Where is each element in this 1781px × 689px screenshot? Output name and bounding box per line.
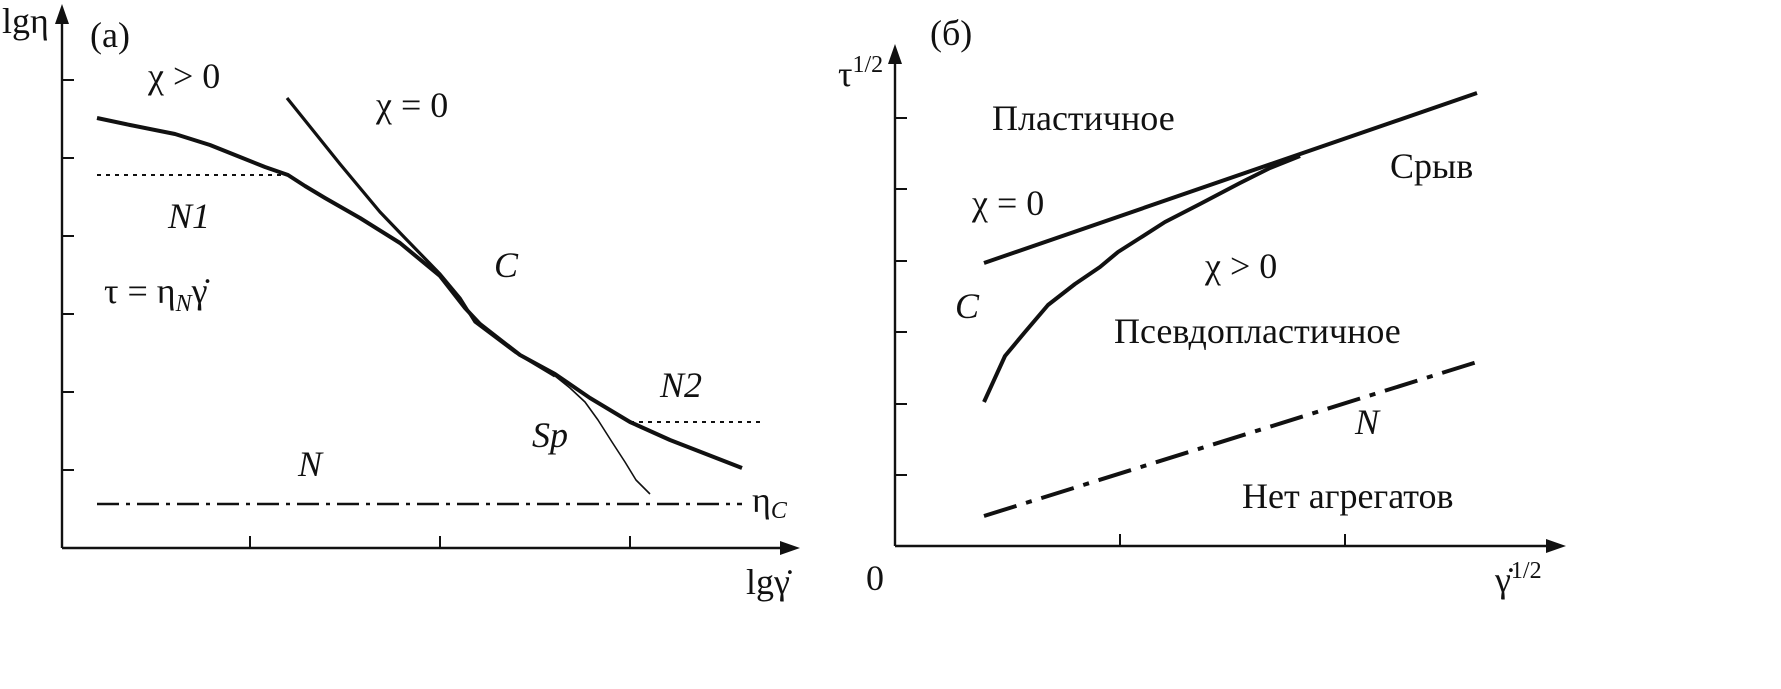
panel-b-n-label: N <box>1354 402 1381 442</box>
panel-b-x-axis-main: γ̇ <box>1494 560 1513 600</box>
panel-a-tangent-line <box>285 96 556 378</box>
panel-a-eta-c-label: ηC <box>752 480 788 524</box>
panel-b-chi-positive: χ > 0 <box>1204 246 1277 286</box>
panel-a-eta-c-main: η <box>752 480 771 520</box>
panel-b-x-ticks <box>1119 534 1346 546</box>
panel-a-n1-label: N1 <box>167 196 210 236</box>
panel-a-n2-label: N2 <box>659 365 702 405</box>
panel-b-plastic-label: Пластичное <box>992 98 1175 138</box>
panel-b-y-axis-label: τ1/2 <box>838 52 883 94</box>
panel-b-break-label: Срыв <box>1390 146 1473 186</box>
panel-b-x-axis-sup: 1/2 <box>1511 558 1542 584</box>
panel-b-origin-label: 0 <box>866 558 884 598</box>
panel-a-sp-label: Sp <box>532 415 568 455</box>
panel-a-x-ticks <box>249 536 631 548</box>
panel-a-c-label: C <box>494 245 519 285</box>
panel-b-tag: (б) <box>930 13 972 53</box>
panel-a-equation-sub: N <box>175 291 194 317</box>
panel-a-chi-positive: χ > 0 <box>147 56 220 96</box>
panel-b: (б) τ1/2 γ̇1/2 0 Пластичное Срыв χ = 0 χ… <box>838 13 1566 600</box>
panel-a-eta-c-sub: C <box>771 498 788 524</box>
panel-b-x-axis-label: γ̇1/2 <box>1494 558 1542 600</box>
panel-a-equation-lhs: τ = η <box>104 271 176 311</box>
panel-b-pseudoplastic-curve <box>982 154 1301 403</box>
panel-a: (а) lgη lgγ̇ χ > 0 χ = 0 N1 τ = ηNγ̇ C N… <box>2 1 800 602</box>
panel-a-equation-rhs: γ̇ <box>191 271 210 311</box>
panel-a-sp-curve <box>554 375 651 495</box>
panel-b-chi-zero: χ = 0 <box>971 183 1044 223</box>
panel-a-x-arrow <box>780 541 800 555</box>
panel-b-c-label: C <box>955 286 980 326</box>
panel-b-x-arrow <box>1546 539 1566 553</box>
panel-b-pseudoplastic-label: Псевдопластичное <box>1114 311 1401 351</box>
panel-a-n-label: N <box>297 444 324 484</box>
panel-a-y-arrow <box>55 4 69 24</box>
panel-b-newtonian-line <box>983 360 1478 518</box>
panel-a-flow-curve <box>96 116 743 470</box>
panel-a-y-ticks <box>62 79 74 471</box>
panel-a-x-axis-label: lgγ̇ <box>746 562 792 602</box>
panel-b-no-aggregates-label: Нет агрегатов <box>1242 476 1454 516</box>
panel-b-y-arrow <box>888 44 902 64</box>
panel-a-equation: τ = ηNγ̇ <box>104 271 210 317</box>
panel-b-y-ticks <box>895 117 907 476</box>
panel-b-y-axis-main: τ <box>838 54 852 94</box>
panel-b-y-axis-sup: 1/2 <box>852 52 883 78</box>
panel-a-chi-zero: χ = 0 <box>375 85 448 125</box>
panel-a-y-axis-label: lgη <box>2 1 49 41</box>
panel-b-bingham-line <box>983 91 1478 265</box>
panel-a-tag: (а) <box>90 15 130 55</box>
